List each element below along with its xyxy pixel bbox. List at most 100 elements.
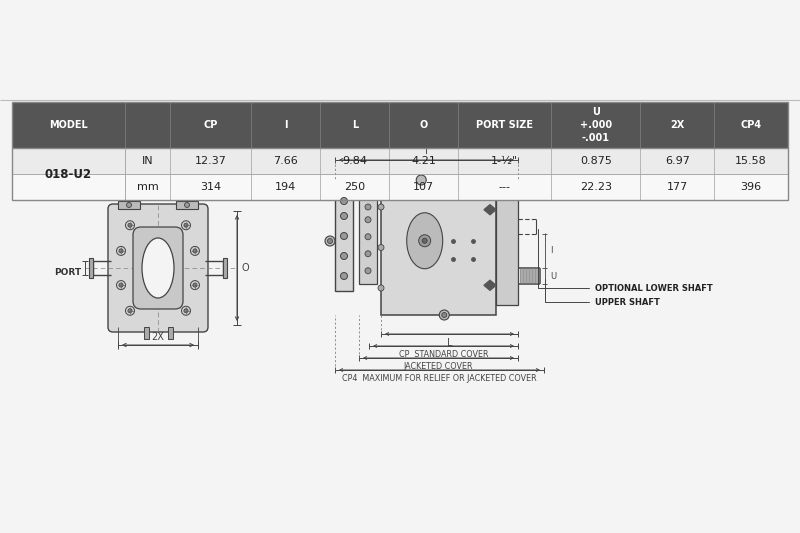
Circle shape bbox=[327, 238, 333, 244]
Circle shape bbox=[325, 236, 335, 246]
Bar bbox=[125, 148, 170, 174]
Bar bbox=[551, 148, 641, 174]
Circle shape bbox=[193, 283, 197, 287]
Bar bbox=[458, 148, 551, 174]
Bar bbox=[167, 327, 173, 339]
Text: CP4  MAXIMUM FOR RELIEF OR JACKETED COVER: CP4 MAXIMUM FOR RELIEF OR JACKETED COVER bbox=[342, 374, 537, 383]
Bar bbox=[359, 198, 377, 284]
Text: 194: 194 bbox=[275, 182, 296, 192]
Bar bbox=[125, 102, 170, 148]
Text: mm: mm bbox=[137, 182, 158, 192]
Text: 9.84: 9.84 bbox=[342, 156, 367, 166]
Circle shape bbox=[341, 232, 347, 239]
FancyBboxPatch shape bbox=[114, 207, 202, 329]
Circle shape bbox=[341, 198, 347, 205]
Circle shape bbox=[365, 251, 371, 257]
Bar bbox=[12, 174, 125, 200]
Text: CP4: CP4 bbox=[741, 120, 762, 130]
Bar bbox=[251, 174, 320, 200]
Text: PORT: PORT bbox=[54, 268, 81, 277]
Circle shape bbox=[418, 235, 430, 247]
Circle shape bbox=[341, 253, 347, 260]
Bar bbox=[496, 190, 518, 305]
Circle shape bbox=[185, 203, 190, 207]
Text: U
+.000
-.001: U +.000 -.001 bbox=[580, 107, 612, 143]
Bar bbox=[118, 201, 140, 209]
Circle shape bbox=[117, 246, 126, 255]
Bar bbox=[390, 102, 458, 148]
Circle shape bbox=[378, 285, 384, 291]
Text: 314: 314 bbox=[200, 182, 222, 192]
Bar bbox=[170, 102, 251, 148]
Circle shape bbox=[422, 238, 427, 243]
Text: I: I bbox=[425, 146, 428, 156]
Bar bbox=[458, 174, 551, 200]
Circle shape bbox=[184, 223, 188, 227]
Bar bbox=[223, 258, 227, 278]
Text: 2X: 2X bbox=[151, 332, 165, 342]
Bar bbox=[170, 148, 251, 174]
Bar bbox=[551, 102, 641, 148]
Bar bbox=[143, 327, 149, 339]
Text: 6.97: 6.97 bbox=[665, 156, 690, 166]
Text: 0.875: 0.875 bbox=[580, 156, 612, 166]
Text: U: U bbox=[550, 272, 556, 281]
Text: ---: --- bbox=[498, 182, 510, 192]
Bar bbox=[458, 102, 551, 148]
Circle shape bbox=[193, 249, 197, 253]
Circle shape bbox=[442, 312, 446, 318]
Circle shape bbox=[439, 310, 450, 320]
Bar bbox=[12, 148, 125, 174]
Bar bbox=[714, 174, 788, 200]
Circle shape bbox=[184, 309, 188, 313]
Ellipse shape bbox=[406, 213, 442, 269]
Text: 2X: 2X bbox=[670, 120, 685, 130]
Bar bbox=[170, 174, 251, 200]
Text: OPTIONAL LOWER SHAFT: OPTIONAL LOWER SHAFT bbox=[538, 229, 713, 293]
Text: 177: 177 bbox=[666, 182, 688, 192]
Circle shape bbox=[128, 309, 132, 313]
Circle shape bbox=[365, 204, 371, 210]
Circle shape bbox=[126, 306, 134, 315]
Bar bbox=[390, 174, 458, 200]
Bar bbox=[714, 102, 788, 148]
Bar bbox=[520, 269, 538, 284]
Text: CP: CP bbox=[203, 120, 218, 130]
Circle shape bbox=[378, 204, 384, 210]
Polygon shape bbox=[484, 280, 496, 290]
Bar bbox=[320, 102, 390, 148]
Text: 12.37: 12.37 bbox=[195, 156, 226, 166]
Text: O: O bbox=[420, 120, 428, 130]
Bar bbox=[641, 102, 714, 148]
Text: UPPER SHAFT: UPPER SHAFT bbox=[545, 279, 660, 307]
Circle shape bbox=[341, 213, 347, 220]
FancyBboxPatch shape bbox=[133, 227, 183, 309]
Text: 250: 250 bbox=[344, 182, 366, 192]
Bar bbox=[320, 174, 390, 200]
Circle shape bbox=[119, 283, 123, 287]
Text: MODEL: MODEL bbox=[49, 120, 88, 130]
Bar bbox=[641, 174, 714, 200]
Bar bbox=[251, 102, 320, 148]
Text: O: O bbox=[242, 263, 250, 273]
Circle shape bbox=[182, 306, 190, 315]
Circle shape bbox=[365, 217, 371, 223]
Bar bbox=[335, 191, 353, 291]
Circle shape bbox=[341, 272, 347, 279]
FancyBboxPatch shape bbox=[108, 204, 208, 332]
Bar bbox=[320, 148, 390, 174]
Circle shape bbox=[119, 249, 123, 253]
Circle shape bbox=[378, 245, 384, 251]
Circle shape bbox=[126, 203, 131, 207]
Text: I: I bbox=[284, 120, 287, 130]
Text: 018-U2: 018-U2 bbox=[45, 167, 92, 181]
Bar bbox=[12, 102, 125, 148]
Text: 107: 107 bbox=[414, 182, 434, 192]
Bar bbox=[381, 180, 496, 315]
Circle shape bbox=[182, 221, 190, 230]
Bar bbox=[714, 148, 788, 174]
Circle shape bbox=[190, 280, 199, 289]
Text: 4.21: 4.21 bbox=[411, 156, 436, 166]
Bar bbox=[551, 174, 641, 200]
Bar bbox=[88, 192, 238, 345]
